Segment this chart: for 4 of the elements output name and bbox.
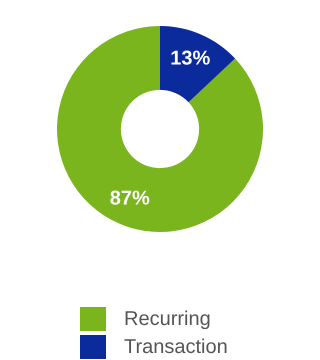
legend-label: Transaction [124, 336, 228, 358]
data-label: 87% [110, 187, 150, 210]
data-label: 13% [170, 48, 210, 70]
legend-label: Recurring [124, 308, 211, 330]
